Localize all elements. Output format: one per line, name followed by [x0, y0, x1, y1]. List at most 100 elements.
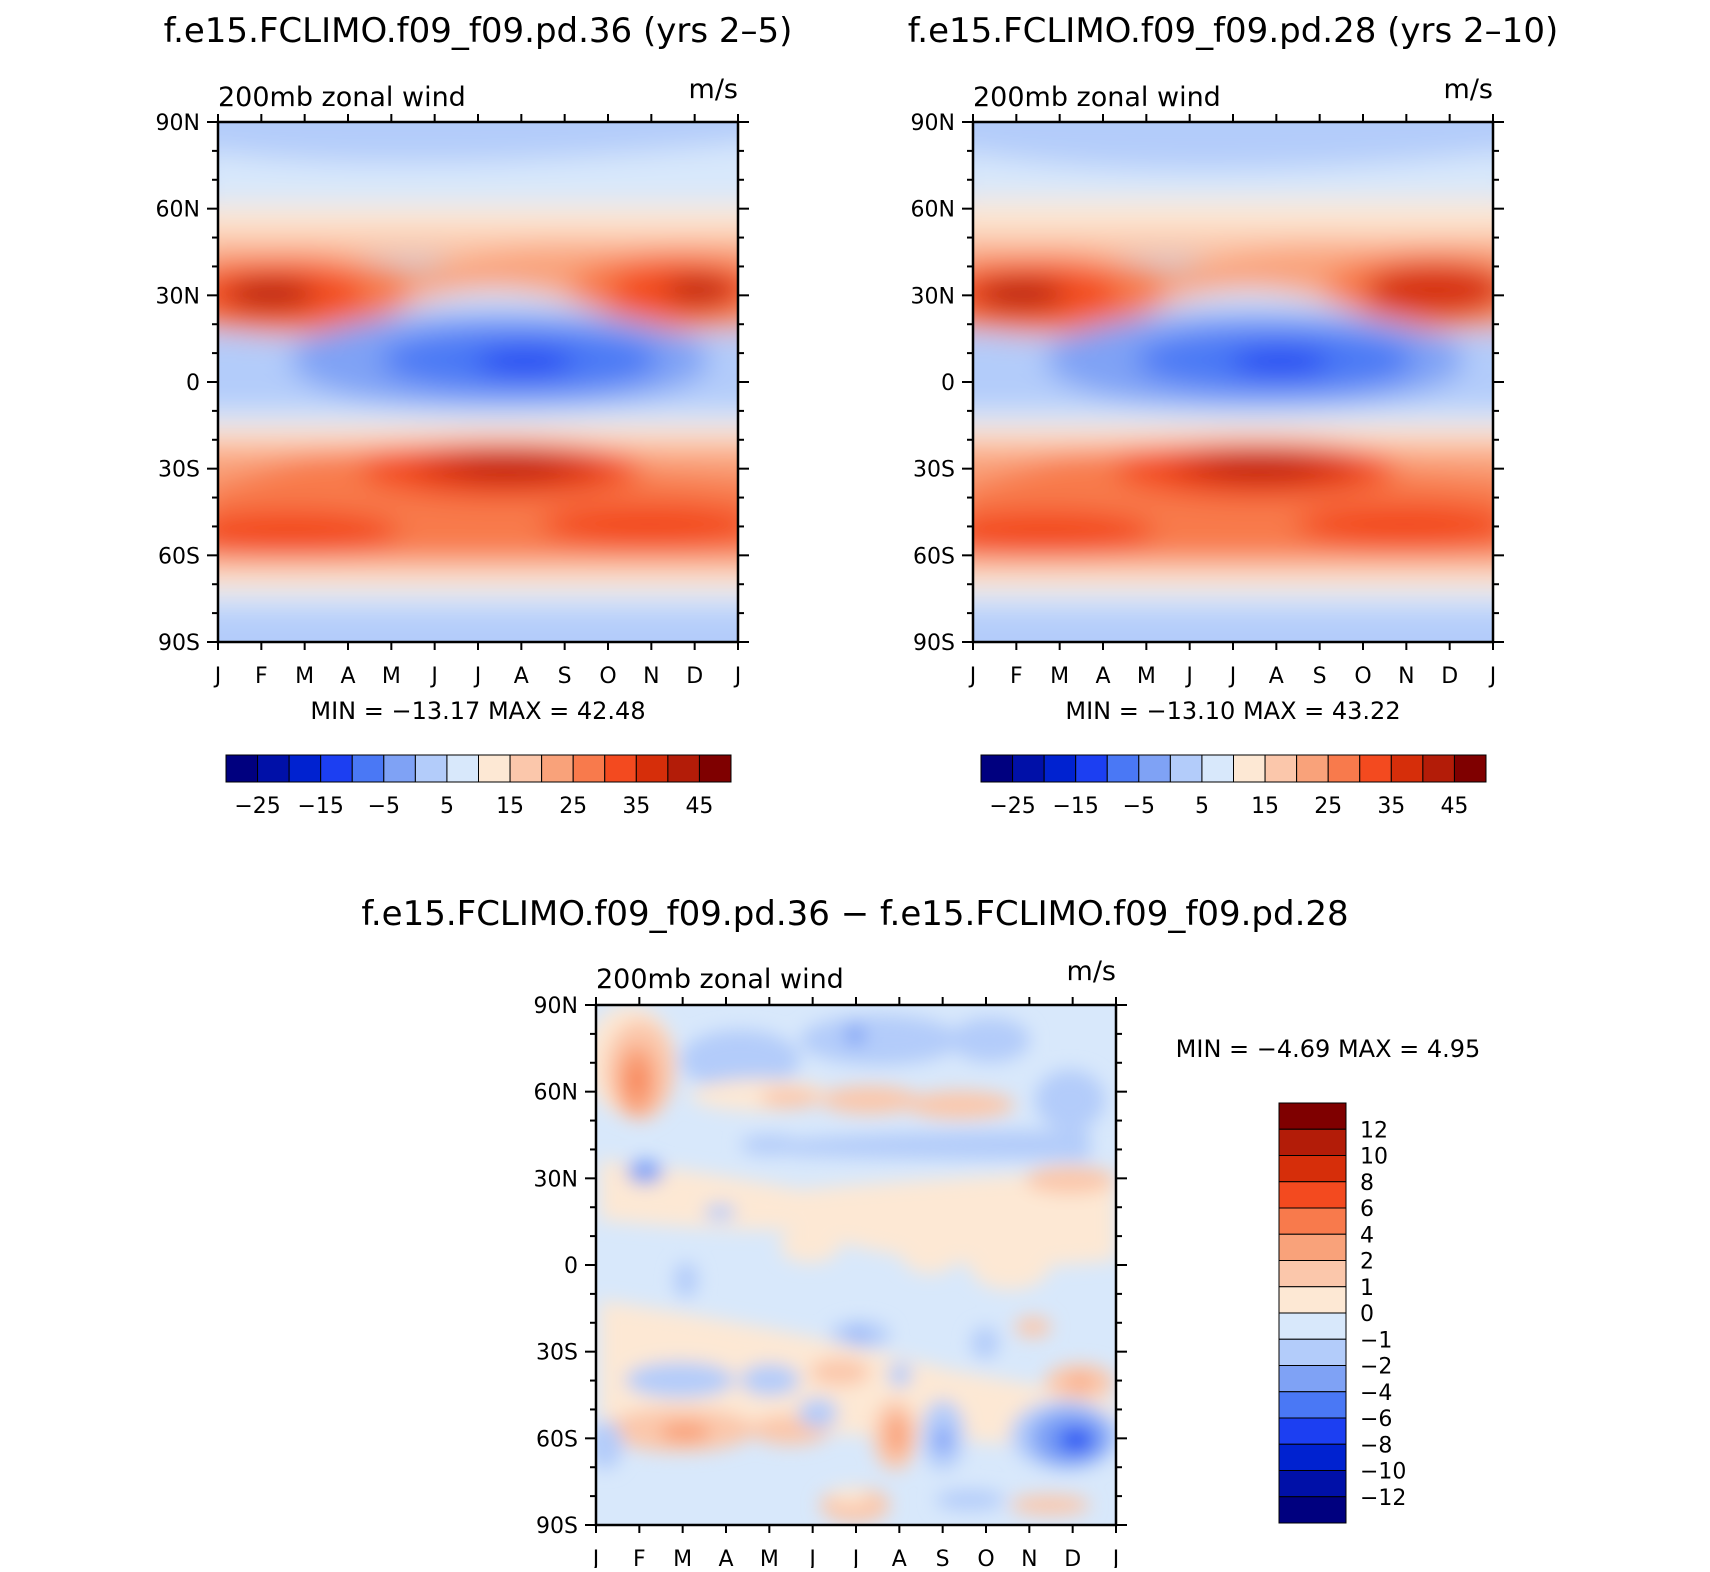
x-tick-label: F	[633, 1547, 646, 1568]
colorbar-label: 6	[1360, 1197, 1374, 1222]
x-tick-label: J	[429, 664, 438, 689]
y-tick-label: 90N	[911, 111, 955, 136]
colorbar-swatch	[1169, 754, 1203, 783]
colorbar-label: −25	[234, 794, 280, 819]
panel-1: f.e15.FCLIMO.f09_f09.pd.36 (yrs 2–5) 200…	[156, 11, 793, 819]
colorbar-label: 25	[559, 794, 587, 819]
panel-2-units: m/s	[1444, 74, 1493, 105]
y-tick-label: 0	[564, 1254, 578, 1279]
x-tick-label: A	[718, 1547, 733, 1568]
y-tick-label: 30S	[158, 458, 200, 483]
colorbar-swatch	[414, 754, 448, 783]
colorbar-label: −6	[1360, 1407, 1392, 1432]
colorbar-label: 1	[1360, 1276, 1374, 1301]
colorbar-swatch	[1278, 1155, 1347, 1183]
colorbar-swatch	[225, 754, 259, 783]
x-tick-label: J	[1184, 664, 1193, 689]
x-tick-label: J	[851, 1547, 860, 1568]
x-tick-label: J	[733, 664, 742, 689]
colorbar-swatch	[1278, 1417, 1347, 1445]
panel-3-title: f.e15.FCLIMO.f09_f09.pd.36 − f.e15.FCLIM…	[361, 894, 1348, 934]
colorbar-swatch	[1422, 754, 1455, 783]
x-tick-label: D	[1064, 1547, 1081, 1568]
colorbar-swatch	[1043, 754, 1077, 783]
panel-2-y-axis: 90N 60N 30N 0 30S 60S 90S	[911, 111, 1504, 656]
colorbar-label: −25	[989, 794, 1035, 819]
colorbar-swatch	[635, 754, 669, 783]
colorbar-label: 35	[622, 794, 650, 819]
x-tick-label: D	[1441, 664, 1458, 689]
colorbar-swatch	[1278, 1102, 1347, 1130]
colorbar-swatch	[1278, 1391, 1347, 1419]
x-tick-label: F	[255, 664, 268, 689]
x-tick-label: M	[382, 664, 401, 689]
colorbar-swatch	[1390, 754, 1424, 783]
colorbar-swatch	[572, 754, 606, 783]
y-tick-label: 90N	[156, 111, 200, 136]
colorbar-swatch	[1278, 1128, 1347, 1156]
colorbar-swatch	[604, 754, 637, 783]
y-tick-label: 60N	[911, 198, 955, 223]
colorbar-swatch	[1278, 1260, 1347, 1288]
panel-3-minmax: MIN = −4.69 MAX = 4.95	[1176, 1035, 1481, 1063]
colorbar-label: −12	[1360, 1486, 1406, 1511]
colorbar-swatch	[1278, 1233, 1347, 1261]
x-tick-label: A	[514, 664, 529, 689]
y-tick-label: 60S	[913, 544, 955, 569]
colorbar-swatch	[257, 754, 290, 783]
panel-3-field	[596, 1005, 1116, 1525]
colorbar-swatch	[1201, 754, 1234, 783]
panel-1-field	[218, 122, 738, 642]
x-tick-label: O	[599, 664, 616, 689]
colorbar-swatch	[383, 754, 416, 783]
colorbar-swatch	[1296, 754, 1329, 783]
y-tick-label: 30N	[534, 1167, 578, 1192]
colorbar-label: −1	[1360, 1328, 1392, 1353]
x-tick-label: A	[892, 1547, 907, 1568]
panel-3: f.e15.FCLIMO.f09_f09.pd.36 − f.e15.FCLIM…	[361, 894, 1481, 1572]
y-tick-label: 30S	[913, 458, 955, 483]
colorbar-swatch	[667, 754, 700, 783]
colorbar-swatch	[1012, 754, 1045, 783]
colorbar-label: 25	[1314, 794, 1342, 819]
colorbar-label: −8	[1360, 1433, 1392, 1458]
y-tick-label: 60S	[158, 544, 200, 569]
panel-3-subtitle: 200mb zonal wind	[596, 964, 844, 995]
colorbar-swatch	[509, 754, 543, 783]
x-tick-label: M	[1050, 664, 1069, 689]
y-tick-label: 90S	[536, 1514, 578, 1539]
colorbar-swatch	[1278, 1312, 1347, 1340]
colorbar-swatch	[288, 754, 322, 783]
x-tick-label: F	[1010, 664, 1023, 689]
colorbar-swatch	[446, 754, 479, 783]
x-tick-label: M	[760, 1547, 779, 1568]
x-tick-label: M	[673, 1547, 692, 1568]
colorbar-label: 15	[496, 794, 524, 819]
panel-2: f.e15.FCLIMO.f09_f09.pd.28 (yrs 2–10) 20…	[908, 11, 1558, 819]
colorbar-swatch	[1075, 754, 1108, 783]
colorbar-swatch	[478, 754, 511, 783]
panel-1-minmax: MIN = −13.17 MAX = 42.48	[310, 697, 645, 725]
y-tick-label: 30N	[911, 284, 955, 309]
colorbar-swatch	[1278, 1443, 1347, 1471]
colorbar-label: −4	[1360, 1381, 1392, 1406]
colorbar-swatch	[1278, 1496, 1347, 1524]
y-tick-label: 30S	[536, 1341, 578, 1366]
x-tick-label: A	[1269, 664, 1284, 689]
y-tick-label: 60S	[536, 1427, 578, 1452]
y-tick-label: 0	[186, 371, 200, 396]
panel-1-colorbar: −25 −15 −5 5 15 25 35 45	[225, 754, 732, 819]
colorbar-swatch	[1278, 1207, 1347, 1235]
x-tick-label: J	[591, 1547, 600, 1568]
colorbar-label: −2	[1360, 1355, 1392, 1380]
colorbar-label: −15	[297, 794, 343, 819]
x-tick-label: S	[1313, 664, 1327, 689]
colorbar-label: 4	[1360, 1223, 1374, 1248]
colorbar-swatch	[698, 754, 732, 783]
y-tick-label: 90N	[534, 994, 578, 1019]
x-tick-label: D	[686, 664, 703, 689]
colorbar-label: 5	[440, 794, 454, 819]
